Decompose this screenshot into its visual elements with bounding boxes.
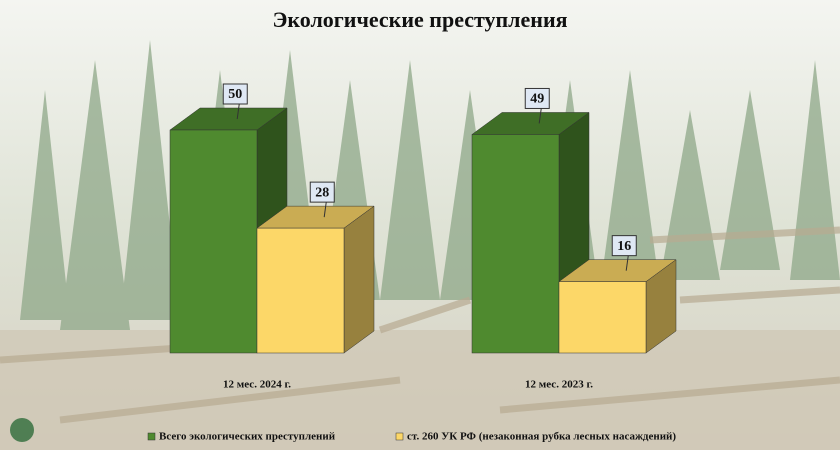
- label-leader: [236, 103, 240, 120]
- data-label: 16: [617, 239, 631, 254]
- data-label: 50: [228, 87, 242, 102]
- chart-title: Экологические преступления: [272, 7, 567, 32]
- x-tick-label: 12 мес. 2024 г.: [223, 379, 291, 391]
- bar: [256, 227, 345, 354]
- x-tick-label: 12 мес. 2023 г.: [525, 379, 593, 391]
- label-box: [222, 83, 248, 105]
- data-label: 49: [530, 92, 544, 107]
- label-leader: [625, 255, 629, 271]
- bar: [558, 281, 647, 354]
- bar: [471, 134, 560, 354]
- legend-swatch: [147, 432, 156, 441]
- data-label: 28: [315, 185, 329, 200]
- label-leader: [323, 202, 327, 218]
- legend-label: ст. 260 УК РФ (незаконная рубка лесных н…: [407, 431, 676, 443]
- label-box: [524, 87, 550, 109]
- label-box: [611, 235, 637, 257]
- legend-label: Всего экологических преступлений: [159, 431, 336, 443]
- bar-side: [343, 205, 375, 354]
- label-box: [309, 181, 335, 203]
- bar: [169, 129, 258, 354]
- label-leader: [538, 108, 542, 124]
- legend-swatch: [395, 432, 404, 441]
